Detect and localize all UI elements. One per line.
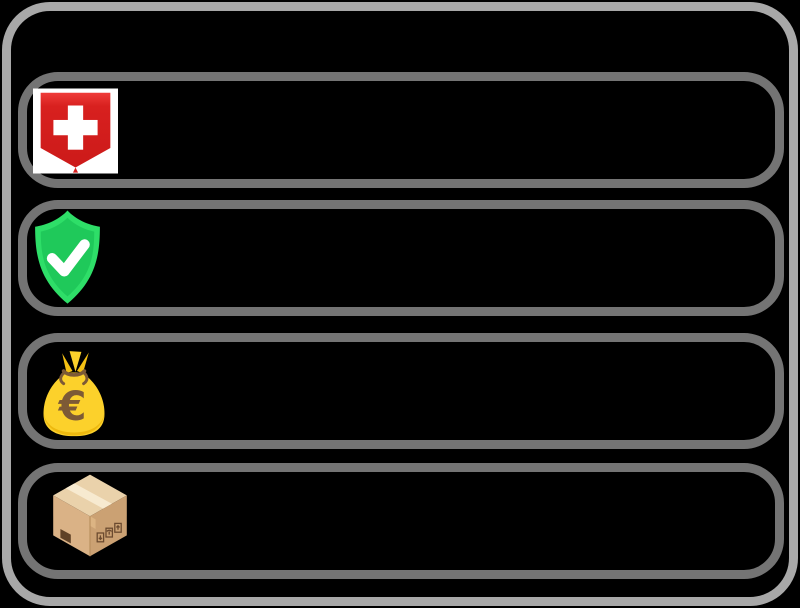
euro-money-bag-icon-wrapper: € (37, 350, 111, 438)
green-shield-check-icon (35, 210, 100, 304)
row-swiss-cross-shield[interactable] (18, 72, 784, 188)
euro-symbol: € (58, 384, 87, 430)
green-shield-check-icon-wrapper (27, 208, 108, 307)
cardboard-box-icon-wrapper (50, 468, 130, 566)
cardboard-box-icon (53, 474, 127, 557)
row-cardboard-box[interactable] (18, 463, 784, 579)
swiss-cross-shield-icon-wrapper (33, 88, 118, 174)
swiss-cross-shield-icon (33, 88, 118, 174)
euro-money-bag-icon: € (43, 351, 105, 437)
row-green-shield-check[interactable] (18, 200, 784, 316)
row-euro-money-bag[interactable]: € (18, 333, 784, 449)
